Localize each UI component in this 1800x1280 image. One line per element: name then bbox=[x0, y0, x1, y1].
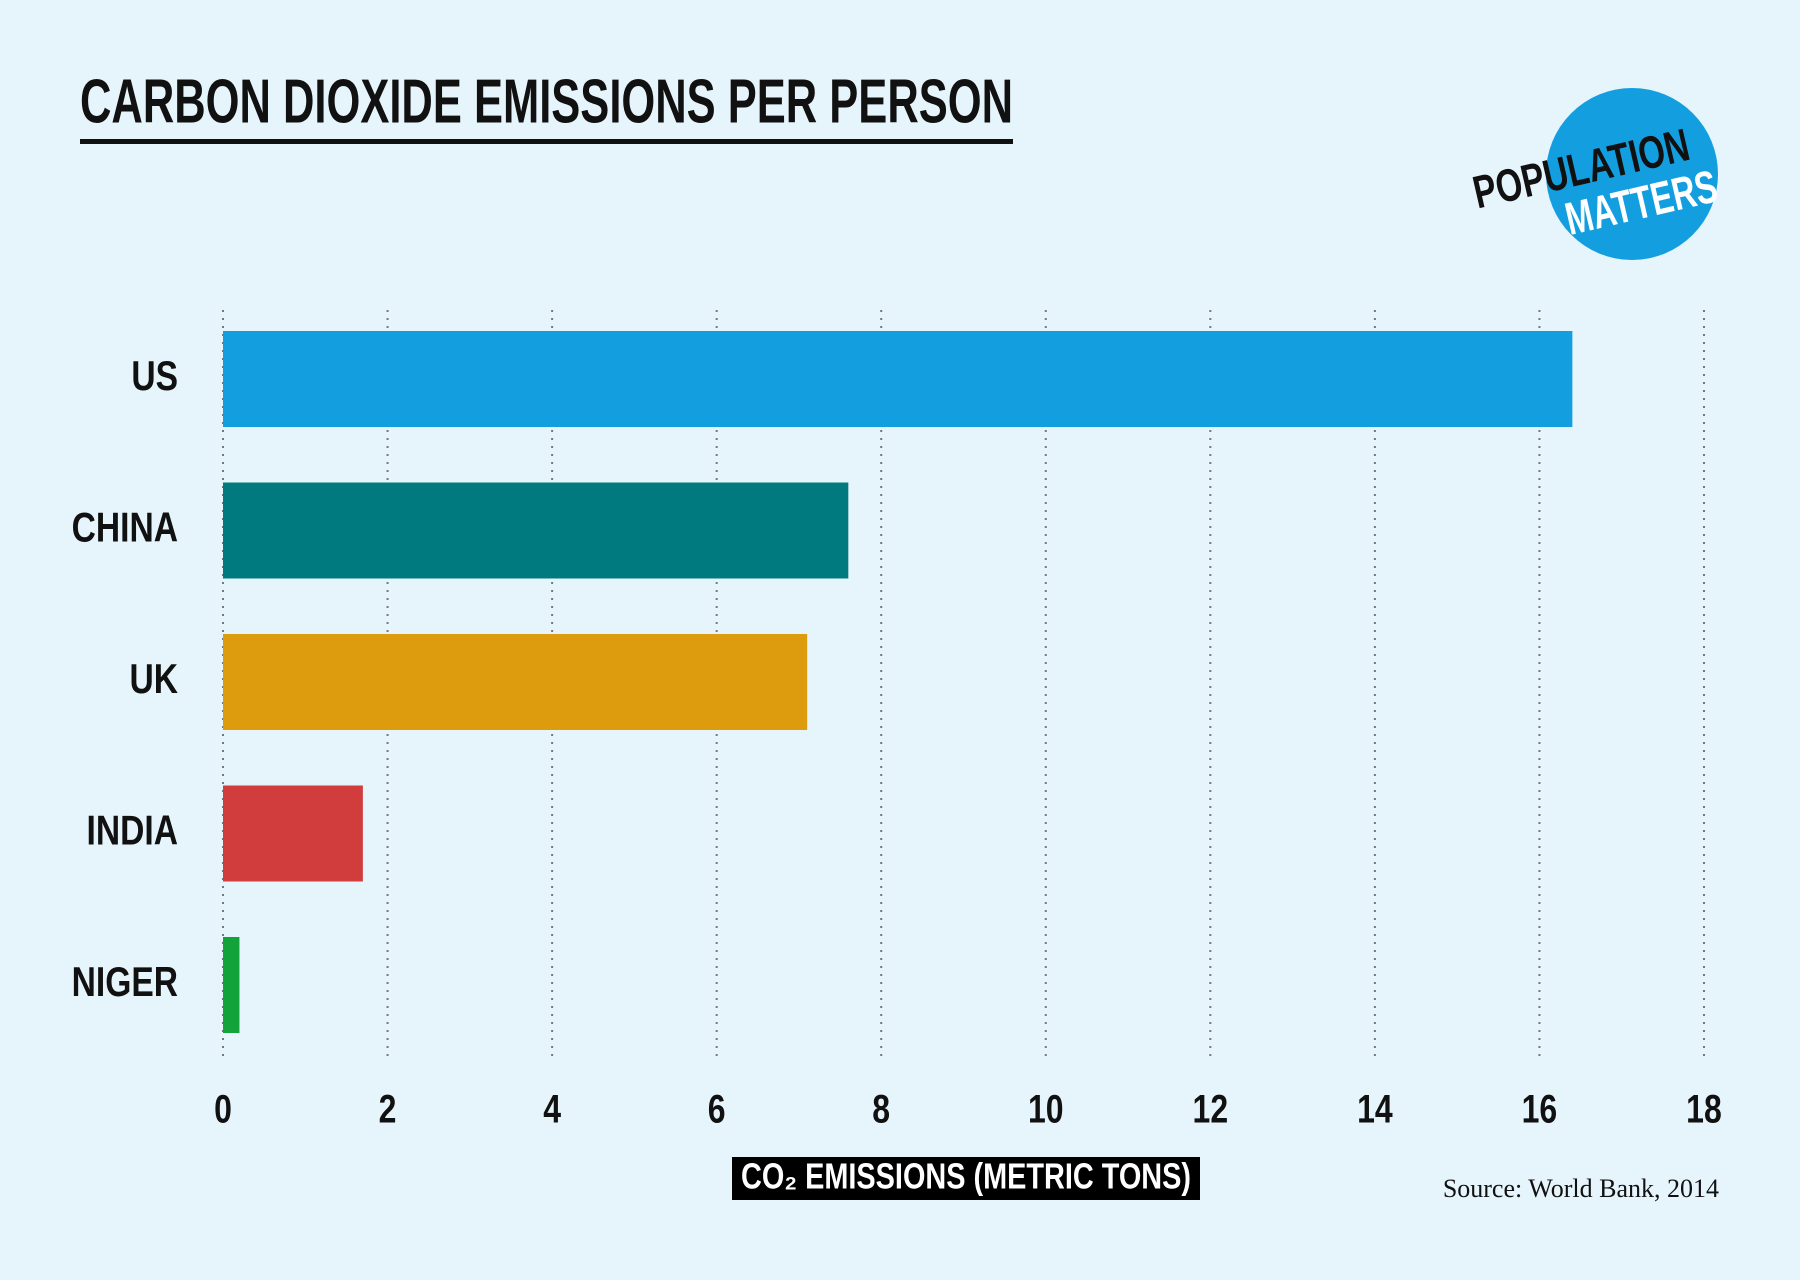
x-tick-label: 14 bbox=[1357, 1086, 1393, 1131]
x-tick-label: 16 bbox=[1522, 1086, 1558, 1131]
y-tick-label: INDIA bbox=[87, 808, 178, 854]
x-tick-label: 12 bbox=[1193, 1086, 1229, 1131]
x-tick-label: 18 bbox=[1686, 1086, 1722, 1131]
y-tick-label: CHINA bbox=[72, 505, 178, 551]
y-tick-label: US bbox=[131, 354, 178, 400]
title-underline bbox=[80, 139, 1013, 144]
source: Source: World Bank, 2014 bbox=[1443, 1174, 1719, 1203]
x-tick-label: 2 bbox=[379, 1086, 397, 1131]
bar bbox=[223, 937, 240, 1033]
x-axis-label-box bbox=[732, 1157, 1200, 1200]
bar bbox=[223, 634, 808, 730]
x-tick-label: 4 bbox=[543, 1086, 561, 1131]
y-tick-label: NIGER bbox=[72, 960, 178, 1006]
x-tick-label: 8 bbox=[872, 1086, 890, 1131]
x-tick-label: 0 bbox=[214, 1086, 232, 1131]
x-tick-label: 6 bbox=[708, 1086, 726, 1131]
logo: POPULATION MATTERS bbox=[1468, 88, 1722, 260]
bar bbox=[223, 331, 1573, 427]
y-tick-label: UK bbox=[129, 657, 178, 703]
logo-circle bbox=[1546, 88, 1718, 260]
x-tick-label: 10 bbox=[1028, 1086, 1064, 1131]
x-axis-label: CO₂ EMISSIONS (METRIC TONS) bbox=[741, 1156, 1191, 1197]
bar bbox=[223, 482, 849, 579]
chart-title: CARBON DIOXIDE EMISSIONS PER PERSON bbox=[80, 67, 1013, 136]
bar bbox=[223, 785, 363, 882]
